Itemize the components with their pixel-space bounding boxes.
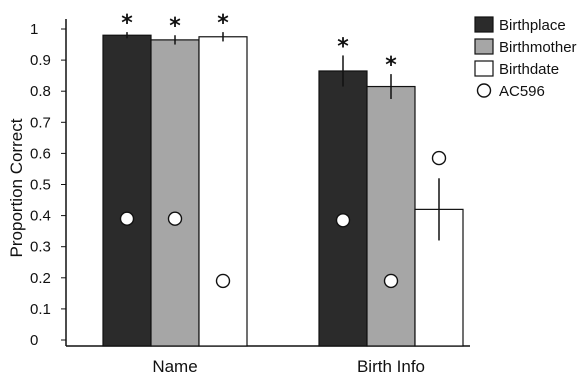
y-tick-label: 0.9 xyxy=(30,52,51,69)
legend-label: AC596 xyxy=(499,83,545,100)
bar xyxy=(102,34,152,347)
y-tick-label: 0.8 xyxy=(30,83,51,100)
y-tick-label: 1 xyxy=(30,21,38,38)
patient-marker xyxy=(167,211,183,226)
patient-marker xyxy=(335,213,351,228)
y-tick-label: 0 xyxy=(30,332,38,349)
y-tick-label: 0.2 xyxy=(30,270,51,287)
legend-swatch xyxy=(474,60,494,77)
bar xyxy=(198,36,248,347)
y-axis-title: Proportion Correct xyxy=(7,118,26,257)
legend: Birthplace Birthmother Birthdate AC596 xyxy=(474,16,577,100)
bars: * * * * * xyxy=(102,11,464,347)
patient-marker xyxy=(119,211,135,226)
patient-marker xyxy=(215,273,231,289)
significance-star: * xyxy=(385,53,397,78)
patient-marker xyxy=(431,150,447,166)
bar xyxy=(318,70,368,347)
significance-star: * xyxy=(337,34,349,59)
x-category-label: Name xyxy=(152,357,197,375)
legend-marker xyxy=(476,83,492,98)
y-tick-label: 0.6 xyxy=(30,145,51,162)
legend-swatch xyxy=(474,38,494,55)
significance-star: * xyxy=(121,11,133,36)
y-tick-label: 0.4 xyxy=(30,208,51,225)
significance-star: * xyxy=(169,14,181,39)
patient-marker xyxy=(383,273,399,289)
legend-swatch xyxy=(474,16,494,33)
bar xyxy=(150,39,200,347)
patient-markers xyxy=(119,150,447,289)
legend-label: Birthplace xyxy=(499,17,566,34)
axes: 0 0.1 0.2 0.3 0.4 0.5 0.6 0.7 0.8 0.9 1 Name Birth I… xyxy=(30,19,470,375)
legend-label: Birthdate xyxy=(499,61,559,78)
bar xyxy=(366,85,416,347)
legend-label: Birthmother xyxy=(499,39,577,56)
x-category-label: Birth Info xyxy=(357,357,425,375)
y-tick-label: 0.1 xyxy=(30,301,51,318)
y-tick-label: 0.3 xyxy=(30,239,51,256)
y-tick-label: 0.7 xyxy=(30,114,51,131)
significance-star: * xyxy=(217,11,229,36)
y-tick-label: 0.5 xyxy=(30,177,51,194)
